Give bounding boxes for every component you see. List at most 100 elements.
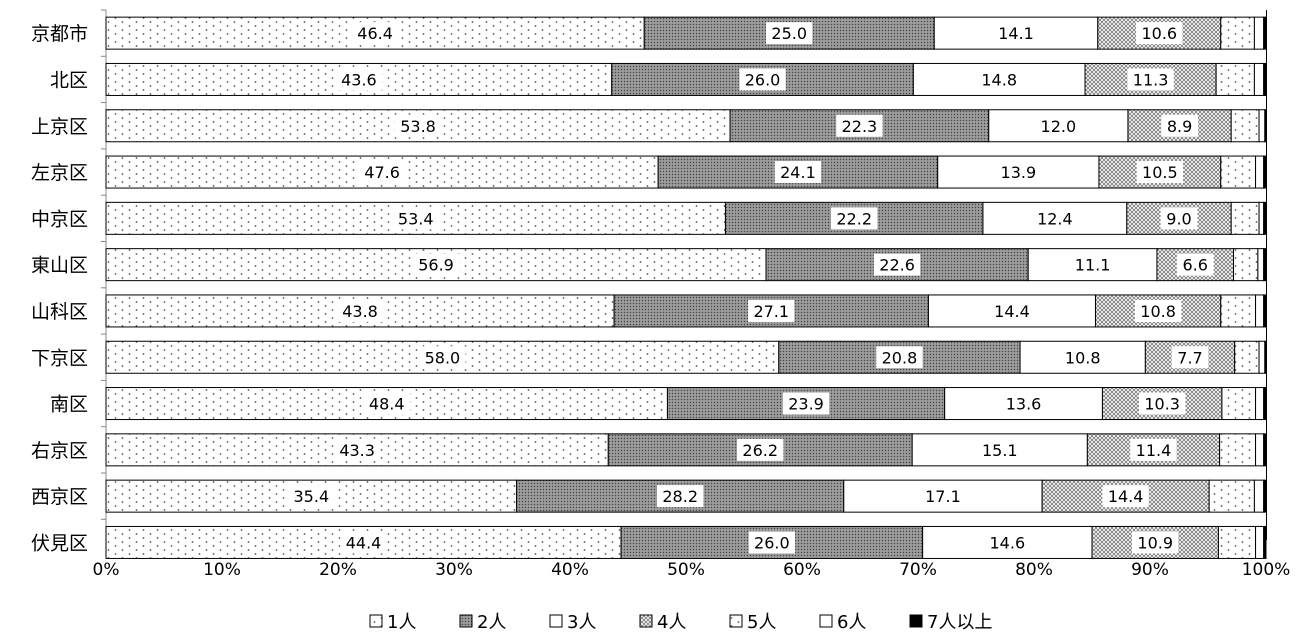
bar-segment (1253, 62, 1265, 96)
data-label-bg (1136, 161, 1184, 184)
bar-segment (1257, 248, 1265, 282)
data-label-bg (1031, 207, 1079, 230)
x-tick-label: 90% (1131, 560, 1169, 580)
data-label-bg (774, 161, 822, 184)
data-label-bg (1176, 253, 1214, 276)
legend-swatch (639, 614, 653, 628)
data-label: 26.0 (745, 70, 781, 89)
data-label: 15.1 (982, 441, 1018, 460)
data-label-bg (1000, 392, 1047, 415)
data-label-bg (1127, 68, 1174, 91)
category-label: 中京区 (31, 208, 88, 230)
data-label: 58.0 (425, 348, 461, 367)
data-label: 53.8 (400, 117, 436, 136)
data-label-bg (1132, 531, 1179, 554)
bar-segment (1264, 340, 1267, 374)
data-label-bg (336, 299, 384, 322)
category-label: 北区 (50, 69, 88, 91)
data-label-bg (831, 207, 878, 230)
data-label: 11.3 (1133, 70, 1169, 89)
bar-segment (1220, 294, 1257, 328)
data-label: 10.8 (1140, 302, 1176, 321)
x-tick-label: 60% (783, 560, 821, 580)
data-label-bg (782, 392, 830, 415)
data-label: 48.4 (369, 395, 405, 414)
bar-segment (1255, 294, 1265, 328)
data-label-bg (1160, 207, 1198, 230)
data-label-bg (394, 114, 442, 137)
bar-segment (1221, 387, 1257, 421)
bar-segment (1264, 109, 1267, 143)
data-label-bg (1035, 114, 1082, 137)
bar-segment (1263, 525, 1267, 559)
bar-segment (1263, 433, 1267, 467)
data-label-bg (1069, 253, 1116, 276)
data-label: 24.1 (780, 163, 816, 182)
data-label-bg (988, 299, 1036, 322)
data-label: 14.8 (981, 70, 1017, 89)
category-label: 京都市 (31, 23, 88, 45)
data-label-bg (1059, 346, 1106, 369)
data-label-bg (412, 253, 460, 276)
data-label: 43.6 (341, 70, 377, 89)
data-label-bg (657, 485, 704, 508)
bar-segment (1253, 479, 1265, 513)
data-label-bg (919, 485, 967, 508)
category-label: 山科区 (31, 301, 88, 323)
data-label: 10.3 (1144, 395, 1180, 414)
data-label-bg (836, 114, 883, 137)
data-label: 11.4 (1136, 441, 1172, 460)
data-label-bg (358, 161, 406, 184)
data-label: 47.6 (364, 163, 400, 182)
data-label: 43.3 (339, 441, 375, 460)
data-label: 10.5 (1142, 163, 1178, 182)
data-label-bg (392, 207, 439, 230)
x-tick-label: 50% (667, 560, 705, 580)
bar-segment (1230, 109, 1260, 143)
data-label: 6.6 (1183, 256, 1208, 275)
data-label-bg (995, 161, 1042, 184)
bar-segment (1230, 201, 1260, 235)
bar-segment (1208, 479, 1255, 513)
x-tick-label: 0% (93, 560, 120, 580)
data-label-bg (766, 22, 813, 45)
data-label-bg (976, 68, 1023, 91)
x-tick-label: 100% (1242, 560, 1291, 580)
bar-segment (1255, 387, 1265, 421)
data-label-bg (1138, 392, 1186, 415)
data-label-bg (984, 531, 1031, 554)
data-label-bg (976, 438, 1023, 461)
data-label-bg (1161, 114, 1198, 137)
data-label: 14.1 (998, 24, 1034, 43)
data-label: 22.2 (836, 209, 872, 228)
x-tick-label: 20% (319, 560, 357, 580)
data-label-bg (1130, 438, 1177, 461)
legend-swatch (819, 614, 833, 628)
data-label: 22.6 (879, 256, 915, 275)
category-label: 西京区 (31, 486, 88, 508)
data-label-bg (363, 392, 410, 415)
data-label-bg (737, 438, 784, 461)
data-label: 8.9 (1167, 117, 1192, 136)
bar-segment (1263, 155, 1267, 189)
legend-label: 6人 (837, 612, 866, 633)
data-label: 20.8 (882, 348, 918, 367)
bar-segment (1258, 340, 1266, 374)
data-label: 22.3 (842, 117, 878, 136)
data-label: 28.2 (662, 487, 698, 506)
data-label-bg (876, 346, 923, 369)
legend-label: 4人 (657, 612, 686, 633)
data-label: 10.9 (1137, 533, 1173, 552)
bar-segment (1263, 62, 1267, 96)
legend-swatch (549, 614, 563, 628)
data-label-bg (1171, 346, 1209, 369)
data-label-bg (1102, 485, 1149, 508)
data-label-bg (333, 438, 381, 461)
bar-segment (1263, 387, 1267, 421)
data-label: 43.8 (342, 302, 378, 321)
bar-segment (1263, 16, 1267, 50)
data-label: 12.4 (1037, 209, 1073, 228)
legend-label: 2人 (477, 612, 506, 633)
category-label: 東山区 (31, 255, 88, 277)
